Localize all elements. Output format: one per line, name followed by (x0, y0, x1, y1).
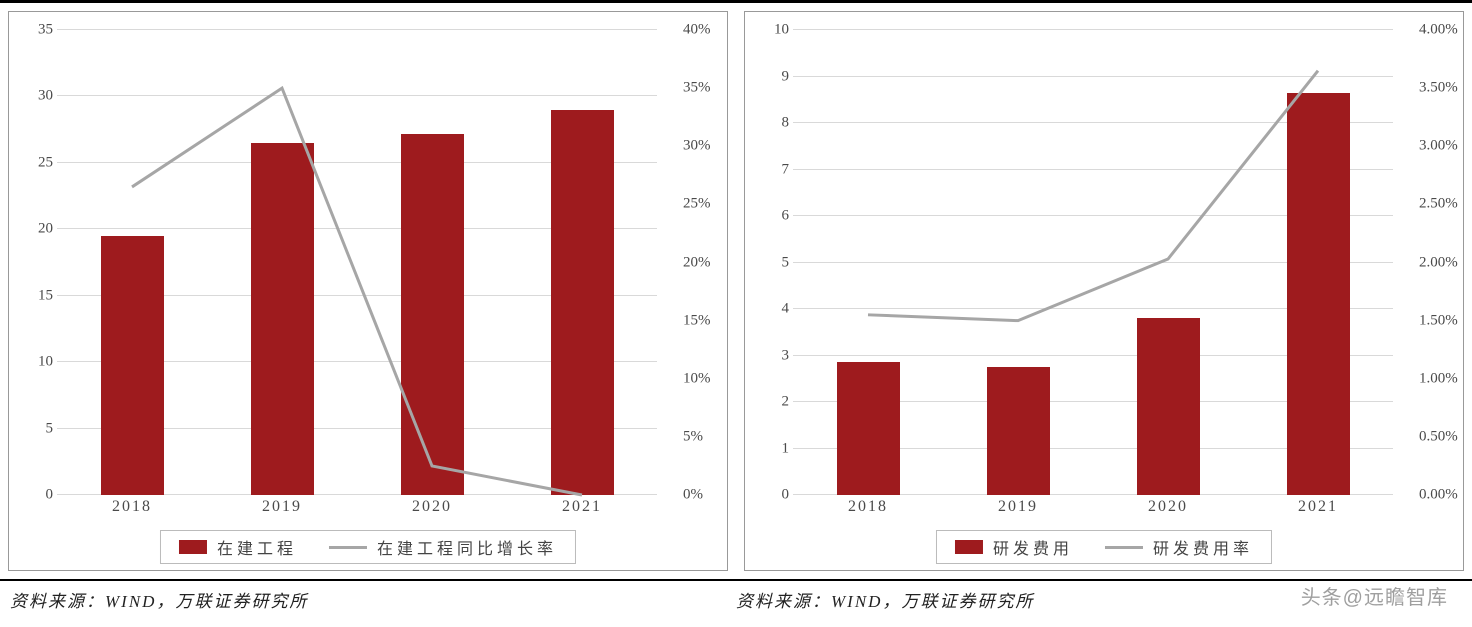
right-legend: 研发费用 研发费用率 (936, 530, 1272, 564)
left-y-axis-secondary: 0%5%10%15%20%25%30%35%40% (679, 30, 725, 495)
watermark: 头条@远瞻智库 (1301, 581, 1448, 610)
left-legend: 在建工程 在建工程同比增长率 (160, 530, 576, 564)
charts-row: 05101520253035 0%5%10%15%20%25%30%35%40%… (0, 0, 1472, 581)
left-chart: 05101520253035 0%5%10%15%20%25%30%35%40%… (8, 11, 728, 571)
right-y-axis-primary: 012345678910 (747, 30, 793, 495)
legend-label: 在建工程同比增长率 (377, 535, 557, 559)
left-y-axis-primary: 05101520253035 (11, 30, 57, 495)
right-x-axis: 2018201920202021 (793, 498, 1393, 522)
legend-swatch-bar (955, 540, 983, 554)
source-right: 资料来源：WIND，万联证券研究所 头条@远瞻智库 (736, 587, 1462, 612)
left-x-axis: 2018201920202021 (57, 498, 657, 522)
left-plot-area (57, 30, 657, 495)
legend-label: 在建工程 (217, 535, 297, 559)
right-chart: 012345678910 0.00%0.50%1.00%1.50%2.00%2.… (744, 11, 1464, 571)
right-panel: 012345678910 0.00%0.50%1.00%1.50%2.00%2.… (736, 3, 1472, 579)
right-y-axis-secondary: 0.00%0.50%1.00%1.50%2.00%2.50%3.00%3.50%… (1415, 30, 1461, 495)
source-right-text: 资料来源：WIND，万联证券研究所 (736, 592, 1034, 611)
legend-item-bar: 在建工程 (179, 535, 297, 559)
legend-item-line: 研发费用率 (1105, 535, 1253, 559)
legend-item-bar: 研发费用 (955, 535, 1073, 559)
legend-label: 研发费用率 (1153, 535, 1253, 559)
legend-item-line: 在建工程同比增长率 (329, 535, 557, 559)
right-plot-area (793, 30, 1393, 495)
source-row: 资料来源：WIND，万联证券研究所 资料来源：WIND，万联证券研究所 头条@远… (0, 581, 1472, 622)
source-left: 资料来源：WIND，万联证券研究所 (10, 587, 736, 612)
legend-label: 研发费用 (993, 535, 1073, 559)
legend-swatch-line (329, 546, 367, 549)
legend-swatch-bar (179, 540, 207, 554)
left-panel: 05101520253035 0%5%10%15%20%25%30%35%40%… (0, 3, 736, 579)
legend-swatch-line (1105, 546, 1143, 549)
